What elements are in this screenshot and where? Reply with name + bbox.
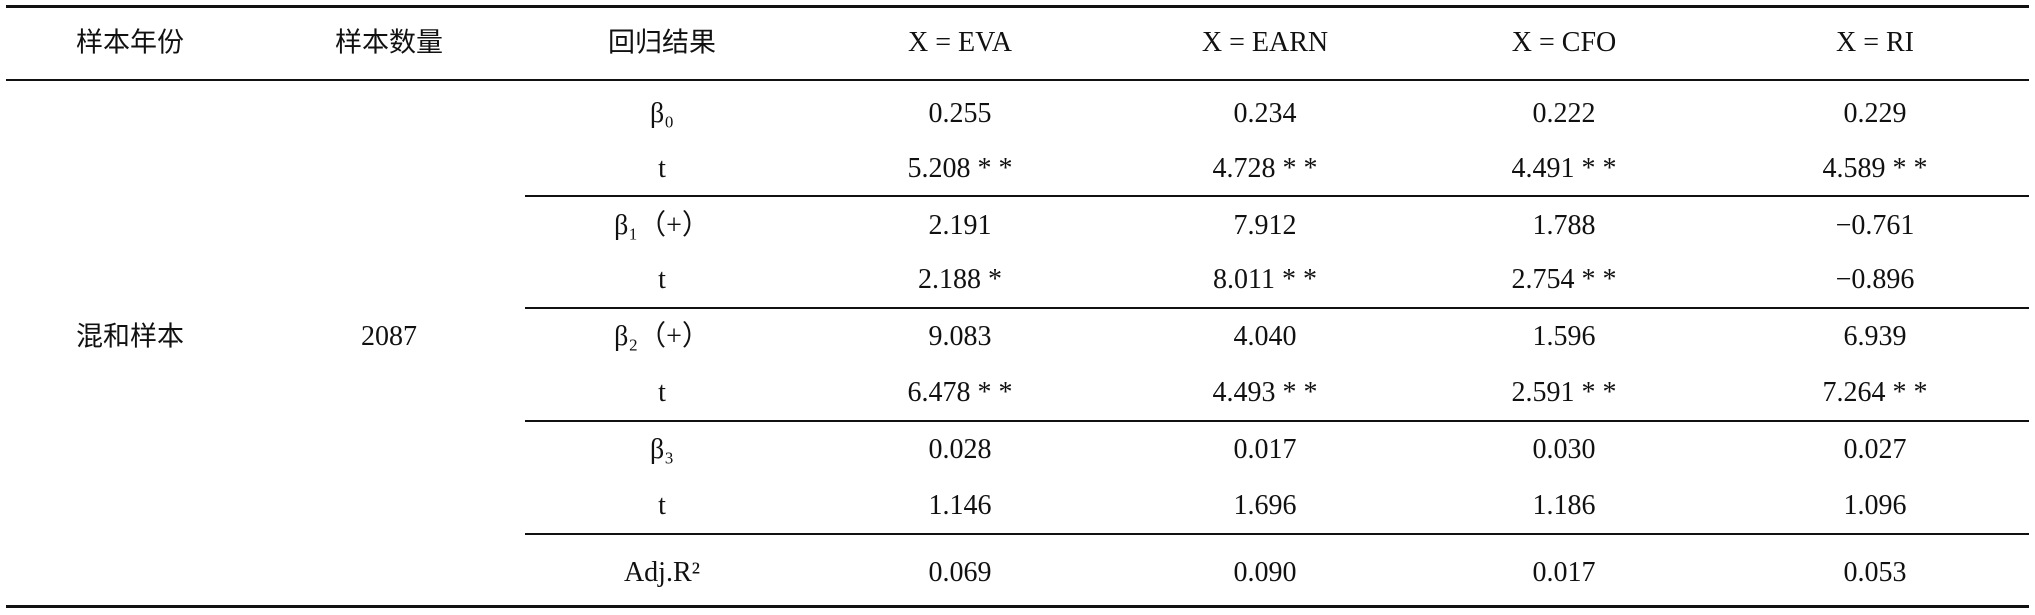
group-rule bbox=[525, 307, 2029, 309]
value-cell: 4.040 bbox=[1233, 321, 1297, 352]
value-cell: 2.191 bbox=[928, 210, 992, 241]
group-rule bbox=[525, 195, 2029, 197]
value-cell: 0.030 bbox=[1532, 434, 1596, 465]
value-cell: 0.053 bbox=[1843, 557, 1907, 588]
header-cell: X = RI bbox=[1835, 27, 1915, 58]
value-cell: 2.188 * bbox=[918, 264, 1002, 295]
header-cell: 样本年份 bbox=[76, 27, 184, 59]
value-cell: 1.696 bbox=[1233, 490, 1297, 521]
value-cell: 0.028 bbox=[928, 434, 992, 465]
value-cell: 4.728 * * bbox=[1212, 153, 1318, 184]
value-cell: 1.596 bbox=[1532, 321, 1596, 352]
value-cell: 0.017 bbox=[1233, 434, 1297, 465]
sample-year: 混和样本 bbox=[76, 321, 184, 353]
row-label: β₃ bbox=[649, 434, 675, 465]
value-cell: 0.234 bbox=[1233, 98, 1297, 129]
row-label: t bbox=[658, 153, 666, 184]
bottom-rule bbox=[6, 605, 2029, 608]
value-cell: 2.754 * * bbox=[1511, 264, 1617, 295]
value-cell: 0.222 bbox=[1532, 98, 1596, 129]
group-rule bbox=[525, 420, 2029, 422]
value-cell: −0.896 bbox=[1835, 264, 1915, 295]
row-label: t bbox=[658, 490, 666, 521]
header-cell: 回归结果 bbox=[608, 27, 716, 59]
value-cell: 5.208 * * bbox=[907, 153, 1013, 184]
row-label: t bbox=[658, 264, 666, 295]
row-label: β₁（+） bbox=[614, 210, 710, 241]
value-cell: 4.491 * * bbox=[1511, 153, 1617, 184]
row-label: β₂（+） bbox=[614, 321, 710, 352]
value-cell: 2.591 * * bbox=[1511, 377, 1617, 408]
row-label: Adj.R² bbox=[623, 557, 701, 588]
header-cell: 样本数量 bbox=[335, 27, 443, 59]
value-cell: 1.096 bbox=[1843, 490, 1907, 521]
value-cell: 9.083 bbox=[928, 321, 992, 352]
value-cell: 1.146 bbox=[928, 490, 992, 521]
value-cell: 1.186 bbox=[1532, 490, 1596, 521]
group-rule bbox=[525, 533, 2029, 535]
sample-size: 2087 bbox=[361, 321, 417, 352]
value-cell: 0.027 bbox=[1843, 434, 1907, 465]
value-cell: 4.589 * * bbox=[1822, 153, 1928, 184]
value-cell: 6.478 * * bbox=[907, 377, 1013, 408]
top-rule bbox=[6, 5, 2029, 8]
header-cell: X = CFO bbox=[1511, 27, 1617, 58]
header-rule bbox=[6, 79, 2029, 81]
value-cell: 4.493 * * bbox=[1212, 377, 1318, 408]
value-cell: 0.229 bbox=[1843, 98, 1907, 129]
value-cell: 0.090 bbox=[1233, 557, 1297, 588]
value-cell: 7.264 * * bbox=[1822, 377, 1928, 408]
value-cell: 0.017 bbox=[1532, 557, 1596, 588]
value-cell: 8.011 * * bbox=[1213, 264, 1317, 295]
row-label: t bbox=[658, 377, 666, 408]
value-cell: 1.788 bbox=[1532, 210, 1596, 241]
value-cell: 6.939 bbox=[1843, 321, 1907, 352]
value-cell: 0.255 bbox=[928, 98, 992, 129]
value-cell: 0.069 bbox=[928, 557, 992, 588]
row-label: β₀ bbox=[649, 98, 675, 129]
value-cell: 7.912 bbox=[1233, 210, 1297, 241]
value-cell: −0.761 bbox=[1835, 210, 1915, 241]
header-cell: X = EVA bbox=[908, 27, 1012, 58]
header-cell: X = EARN bbox=[1201, 27, 1329, 58]
